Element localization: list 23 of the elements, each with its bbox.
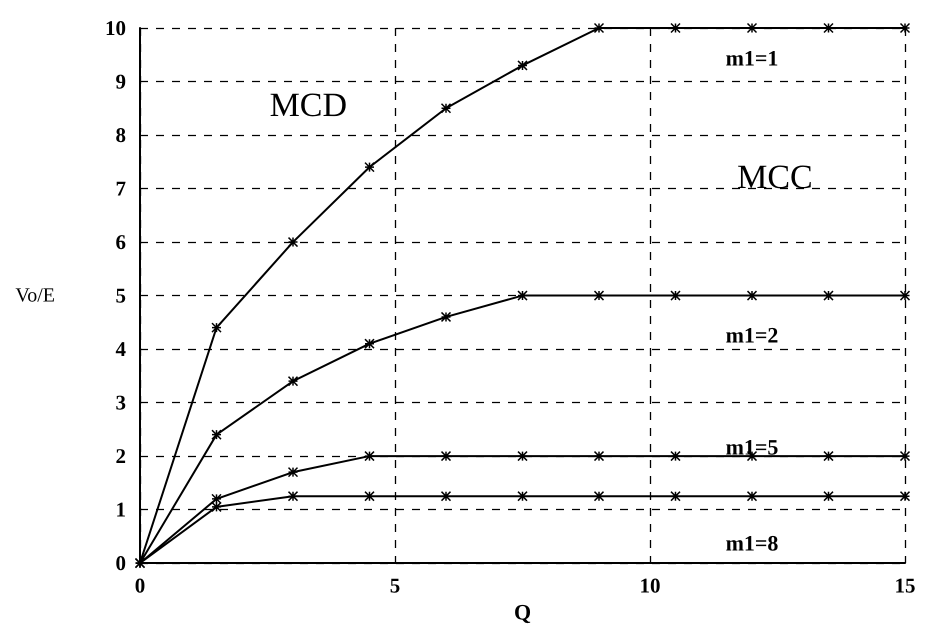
x-tick-label: 5 — [390, 574, 400, 598]
y-tick-label: 8 — [116, 123, 126, 148]
y-tick-label: 10 — [105, 16, 126, 40]
x-tick-label: 15 — [894, 574, 916, 598]
y-tick-label: 6 — [116, 230, 126, 254]
y-tick-label: 3 — [116, 390, 126, 415]
y-tick-label: 2 — [116, 444, 126, 468]
annotation: MCD — [270, 87, 348, 124]
series-label: m1=5 — [726, 434, 778, 460]
x-tick-label: 0 — [134, 574, 146, 598]
y-tick-label: 9 — [116, 70, 126, 94]
annotation: MCC — [737, 159, 813, 196]
y-tick-label: 5 — [116, 284, 126, 308]
y-axis-title: Vo/E — [15, 284, 55, 307]
x-tick-label: 10 — [640, 574, 660, 598]
series-label: m1=2 — [726, 322, 778, 348]
y-tick-label: 4 — [116, 337, 126, 362]
series-label: m1=1 — [726, 46, 778, 70]
series-label: m1=8 — [726, 530, 778, 556]
y-tick-label: 0 — [116, 551, 126, 576]
x-axis-title: Q — [514, 600, 532, 624]
y-tick-label: 7 — [116, 176, 126, 201]
y-tick-label: 1 — [116, 498, 126, 522]
